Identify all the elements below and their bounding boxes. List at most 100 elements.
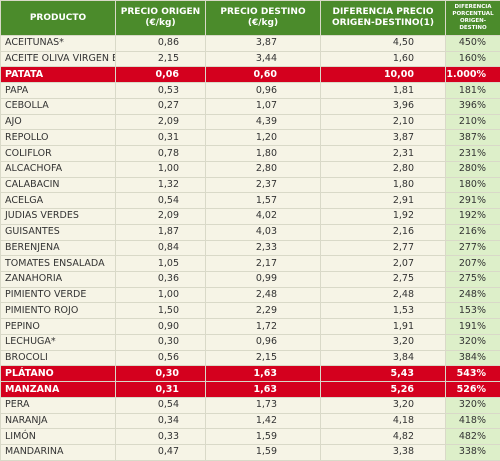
value-cell: 2,37 — [205, 176, 321, 194]
value-cell: 291% — [445, 192, 500, 210]
value-cell: 1,73 — [205, 396, 321, 414]
table-row: TOMATES ENSALADA 1,05 2,17 2,07 207% — [0, 255, 500, 273]
table-row: NARANJA 0,34 1,42 4,18 418% — [0, 412, 500, 430]
product-cell: MANDARINA — [0, 444, 116, 461]
value-cell: 3,96 — [320, 97, 446, 115]
value-cell: 5,26 — [320, 381, 446, 398]
value-cell: 160% — [445, 50, 500, 68]
table-row: ALCACHOFA 1,00 2,80 2,80 280% — [0, 160, 500, 178]
value-cell: 0,33 — [115, 428, 206, 446]
value-cell: 0,31 — [115, 381, 206, 398]
value-cell: 1,60 — [320, 50, 446, 68]
value-cell: 1,92 — [320, 208, 446, 225]
value-cell: 0,53 — [115, 82, 206, 99]
value-cell: 2,16 — [320, 223, 446, 241]
value-cell: 248% — [445, 286, 500, 304]
table-row: JUDIAS VERDES 2,09 4,02 1,92 192% — [0, 208, 500, 225]
value-cell: 2,91 — [320, 192, 446, 210]
value-cell: 3,20 — [320, 333, 446, 351]
value-cell: 4,39 — [205, 113, 321, 131]
value-cell: 1.000% — [445, 66, 500, 84]
value-cell: 320% — [445, 333, 500, 351]
value-cell: 387% — [445, 129, 500, 147]
value-cell: 210% — [445, 113, 500, 131]
table-row: AJO 2,09 4,39 2,10 210% — [0, 113, 500, 131]
table-row: PAPA 0,53 0,96 1,81 181% — [0, 82, 500, 99]
value-cell: 3,38 — [320, 444, 446, 461]
value-cell: 0,30 — [115, 333, 206, 351]
value-cell: 1,59 — [205, 428, 321, 446]
column-header: PRODUCTO — [0, 0, 116, 36]
table-row: GUISANTES 1,87 4,03 2,16 216% — [0, 223, 500, 241]
product-cell: CALABACIN — [0, 176, 116, 194]
value-cell: 10,00 — [320, 66, 446, 84]
value-cell: 1,50 — [115, 302, 206, 320]
table-row: CEBOLLA 0,27 1,07 3,96 396% — [0, 97, 500, 115]
value-cell: 526% — [445, 381, 500, 398]
table-row: LIMÓN 0,33 1,59 4,82 482% — [0, 428, 500, 446]
value-cell: 0,96 — [205, 82, 321, 99]
value-cell: 0,47 — [115, 444, 206, 461]
table-row: ACEITE OLIVA VIRGEN EXTRA*2,153,441,6016… — [0, 50, 500, 68]
value-cell: 216% — [445, 223, 500, 241]
value-cell: 0,84 — [115, 239, 206, 257]
value-cell: 191% — [445, 318, 500, 335]
table-row: PIMIENTO ROJO 1,50 2,29 1,53 153% — [0, 302, 500, 320]
column-header: PRECIO ORIGEN (€/kg) — [115, 0, 206, 36]
product-cell: NARANJA — [0, 412, 116, 430]
value-cell: 3,87 — [320, 129, 446, 147]
value-cell: 277% — [445, 239, 500, 257]
value-cell: 2,80 — [320, 160, 446, 178]
table-row: PIMIENTO VERDE 1,00 2,48 2,48 248% — [0, 286, 500, 304]
table-row: MANDARINA 0,47 1,59 3,38 338% — [0, 444, 500, 461]
table-row: BERENJENA 0,84 2,33 2,77 277% — [0, 239, 500, 257]
value-cell: 4,03 — [205, 223, 321, 241]
column-header: PRECIO DESTINO (€/kg) — [205, 0, 321, 36]
product-cell: BROCOLI — [0, 349, 116, 367]
table-header: PRODUCTO PRECIO ORIGEN (€/kg) PRECIO DESTI… — [0, 0, 500, 36]
table-row: PLÁTANO 0,30 1,63 5,43 543% — [0, 365, 500, 383]
value-cell: 1,80 — [320, 176, 446, 194]
table-row: LECHUGA* 0,30 0,96 3,20 320% — [0, 333, 500, 351]
value-cell: 2,31 — [320, 145, 446, 162]
product-cell: PATATA — [0, 66, 116, 84]
value-cell: 1,00 — [115, 160, 206, 178]
table-row: REPOLLO 0,31 1,20 3,87 387% — [0, 129, 500, 147]
product-cell: GUISANTES — [0, 223, 116, 241]
product-cell: PLÁTANO — [0, 365, 116, 383]
value-cell: 1,81 — [320, 82, 446, 99]
value-cell: 2,48 — [320, 286, 446, 304]
value-cell: 1,20 — [205, 129, 321, 147]
value-cell: 2,77 — [320, 239, 446, 257]
product-cell: PIMIENTO ROJO — [0, 302, 116, 320]
table-row: ZANAHORIA 0,36 0,99 2,75 275% — [0, 271, 500, 288]
product-cell: PEPINO — [0, 318, 116, 335]
product-cell: COLIFLOR — [0, 145, 116, 162]
value-cell: 2,10 — [320, 113, 446, 131]
product-cell: PAPA — [0, 82, 116, 99]
table-row: CALABACIN 1,32 2,37 1,80 180% — [0, 176, 500, 194]
value-cell: 0,96 — [205, 333, 321, 351]
value-cell: 275% — [445, 271, 500, 288]
product-cell: REPOLLO — [0, 129, 116, 147]
value-cell: 0,90 — [115, 318, 206, 335]
value-cell: 4,82 — [320, 428, 446, 446]
product-cell: ALCACHOFA — [0, 160, 116, 178]
value-cell: 0,86 — [115, 35, 206, 52]
value-cell: 2,75 — [320, 271, 446, 288]
value-cell: 338% — [445, 444, 500, 461]
value-cell: 1,59 — [205, 444, 321, 461]
value-cell: 1,32 — [115, 176, 206, 194]
value-cell: 0,34 — [115, 412, 206, 430]
value-cell: 320% — [445, 396, 500, 414]
value-cell: 0,54 — [115, 396, 206, 414]
value-cell: 1,53 — [320, 302, 446, 320]
value-cell: 2,09 — [115, 113, 206, 131]
value-cell: 1,05 — [115, 255, 206, 273]
product-cell: AJO — [0, 113, 116, 131]
product-cell: JUDIAS VERDES — [0, 208, 116, 225]
value-cell: 2,15 — [205, 349, 321, 367]
value-cell: 2,09 — [115, 208, 206, 225]
value-cell: 153% — [445, 302, 500, 320]
value-cell: 0,99 — [205, 271, 321, 288]
